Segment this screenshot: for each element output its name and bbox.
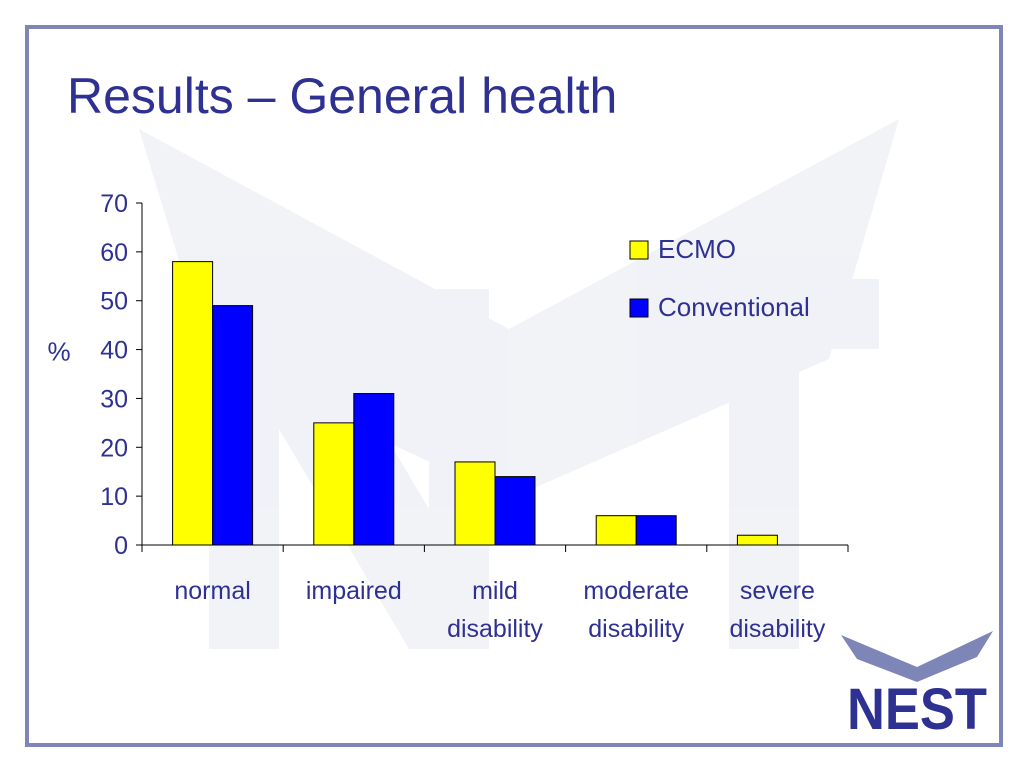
y-tick-label: 10	[100, 483, 128, 511]
nest-logo: NEST	[841, 631, 993, 737]
bar-ecmo-1	[313, 422, 355, 546]
y-axis-label: %	[47, 337, 70, 367]
y-tick-label: 30	[100, 385, 128, 413]
bar-conventional-0	[212, 305, 254, 546]
x-tick-label: normal	[174, 577, 250, 605]
x-tick-label: moderate	[583, 577, 689, 605]
bar-ecmo-0	[172, 261, 214, 546]
bar-conventional-3	[635, 515, 677, 546]
x-tick-label: mild	[472, 577, 518, 605]
legend-label-conventional: Conventional	[658, 292, 810, 322]
y-tick-label: 70	[100, 190, 128, 218]
legend-swatch-ecmo	[629, 240, 649, 260]
y-tick-label: 20	[100, 434, 128, 462]
bar-conventional-1	[353, 393, 395, 546]
bar-conventional-2	[494, 476, 536, 546]
x-tick-label: disability	[447, 615, 543, 643]
bar-ecmo-2	[454, 461, 496, 546]
x-tick-label: impaired	[306, 577, 402, 605]
legend-label-ecmo: ECMO	[658, 234, 736, 264]
bar-ecmo-4	[736, 534, 778, 546]
legend-swatch-conventional	[629, 298, 649, 318]
x-tick-label: disability	[588, 615, 684, 643]
logo-text: NEST	[847, 677, 987, 737]
y-tick-label: 50	[100, 288, 128, 316]
chart-bars	[172, 261, 778, 546]
chart-labels: 0 10 20 30 40 50 60 70% normal impaired mild disabi…	[47, 190, 825, 643]
chart-legend: ECMO Conventional	[629, 234, 810, 322]
x-tick-label: disability	[729, 615, 825, 643]
y-tick-label: 0	[114, 532, 128, 560]
y-tick-label: 40	[100, 337, 128, 365]
bar-chart: 0 10 20 30 40 50 60 70% normal impaired mild disabi…	[47, 190, 849, 643]
logo-chevron-icon	[841, 631, 993, 682]
slide-frame: Results – General health 0 10 20 30 40 50 60 70…	[25, 25, 1003, 747]
x-tick-label: severe	[740, 577, 815, 605]
bar-ecmo-3	[595, 515, 637, 546]
y-tick-label: 60	[100, 239, 128, 267]
slide-title: Results – General health	[67, 68, 618, 124]
